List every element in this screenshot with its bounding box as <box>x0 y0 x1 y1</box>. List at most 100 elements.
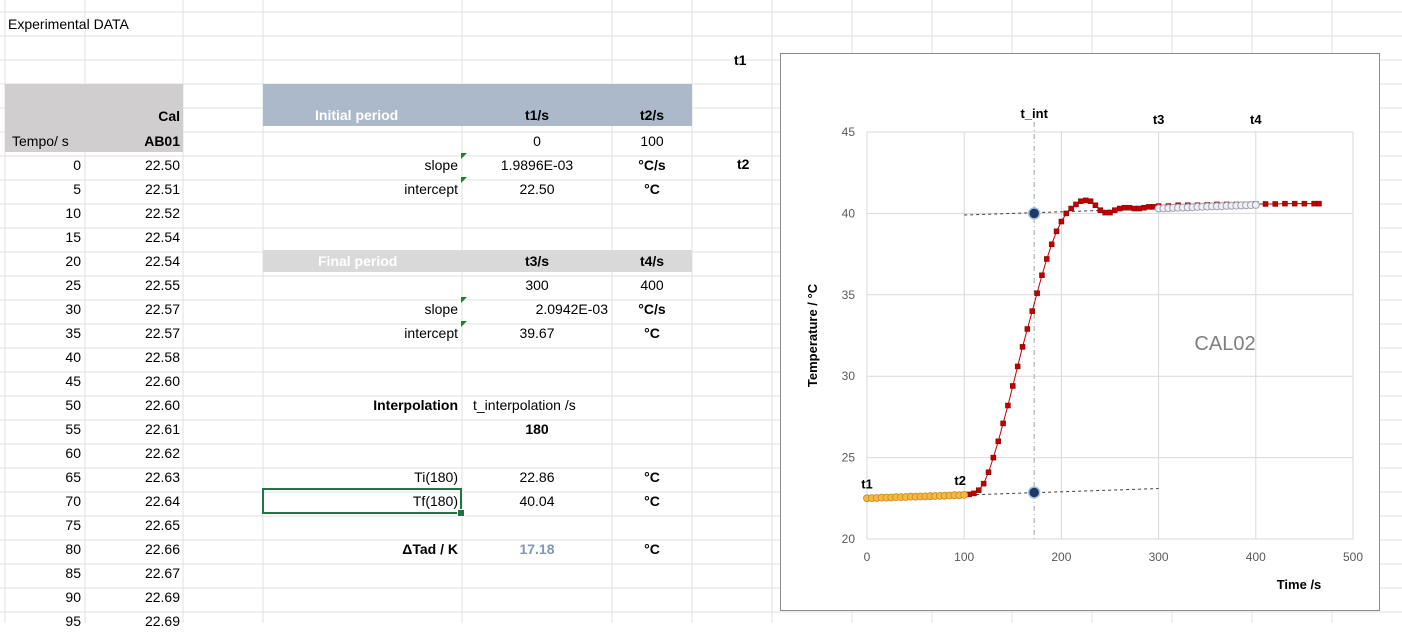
initial-t2-value[interactable]: 100 <box>640 133 664 149</box>
main-series-point <box>1272 201 1278 207</box>
table-cell-time[interactable]: 15 <box>65 229 81 245</box>
table-cell-temperature[interactable]: 22.69 <box>144 589 180 605</box>
table-cell-time[interactable]: 95 <box>65 613 81 629</box>
main-series-point <box>1019 344 1026 350</box>
final-intercept-label[interactable]: intercept <box>404 325 458 341</box>
t2-marker-label[interactable]: t2 <box>737 156 750 172</box>
final-t4-value[interactable]: 400 <box>640 277 664 293</box>
ti-unit[interactable]: °C <box>644 469 660 485</box>
main-series-point <box>1092 202 1099 209</box>
header-time[interactable]: Tempo/ s <box>12 133 69 149</box>
final-period-label[interactable]: Final period <box>318 253 398 269</box>
table-cell-time[interactable]: 80 <box>65 541 81 557</box>
table-cell-temperature[interactable]: 22.54 <box>144 229 180 245</box>
table-cell-temperature[interactable]: 22.60 <box>144 373 180 389</box>
interpolation-head[interactable]: t_interpolation /s <box>473 397 576 413</box>
initial-t1-head[interactable]: t1/s <box>524 107 550 123</box>
main-series-point <box>1282 200 1288 207</box>
table-cell-temperature[interactable]: 22.63 <box>144 469 180 485</box>
main-series-point <box>1058 218 1065 225</box>
x-tick-label: 300 <box>1149 550 1169 564</box>
dtad-unit[interactable]: °C <box>644 541 660 557</box>
header-cal[interactable]: Cal <box>158 108 180 124</box>
table-cell-temperature[interactable]: 22.69 <box>144 613 180 629</box>
final-intercept-value[interactable]: 39.67 <box>519 325 555 341</box>
initial-slope-unit[interactable]: °C/s <box>638 157 666 173</box>
main-series-point <box>1291 200 1298 207</box>
selected-cell[interactable] <box>262 488 462 514</box>
table-cell-temperature[interactable]: 22.62 <box>144 445 180 461</box>
table-cell-time[interactable]: 0 <box>73 157 81 173</box>
initial-period-label[interactable]: Initial period <box>315 107 399 123</box>
final-slope-unit[interactable]: °C/s <box>638 301 666 317</box>
ti-label[interactable]: Ti(180) <box>414 469 458 485</box>
table-cell-temperature[interactable]: 22.54 <box>144 253 180 269</box>
table-cell-temperature[interactable]: 22.66 <box>144 541 180 557</box>
ti-value[interactable]: 22.86 <box>519 469 555 485</box>
initial-intercept-label[interactable]: intercept <box>404 181 458 197</box>
main-series-point <box>1136 205 1142 212</box>
tf-label[interactable]: Tf(180) <box>412 493 458 509</box>
table-cell-time[interactable]: 70 <box>65 493 81 509</box>
tf-unit[interactable]: °C <box>644 493 660 509</box>
dtad-label[interactable]: ΔTad / K <box>402 541 458 557</box>
comment-indicator <box>461 177 467 183</box>
table-cell-temperature[interactable]: 22.55 <box>144 277 180 293</box>
initial-slope-label[interactable]: slope <box>424 157 458 173</box>
initial-slope-value[interactable]: 1.9896E-03 <box>500 157 574 173</box>
table-cell-time[interactable]: 10 <box>65 205 81 221</box>
x-tick-label: 200 <box>1051 550 1071 564</box>
header-sample[interactable]: AB01 <box>144 133 180 149</box>
table-cell-time[interactable]: 75 <box>65 517 81 533</box>
tf-value[interactable]: 40.04 <box>519 493 555 509</box>
initial-intercept-value[interactable]: 22.50 <box>519 181 555 197</box>
final-slope-label[interactable]: slope <box>424 301 458 317</box>
fit-line <box>964 488 1159 496</box>
table-cell-time[interactable]: 25 <box>65 277 81 293</box>
main-series-point <box>1112 207 1118 213</box>
table-cell-temperature[interactable]: 22.52 <box>144 205 180 221</box>
table-cell-temperature[interactable]: 22.61 <box>144 421 180 437</box>
fill-handle[interactable] <box>457 509 465 517</box>
temperature-chart[interactable]: 20 25 30 35 40 45 0 100 200 300 400 500 Temperature … <box>780 53 1380 611</box>
t1-marker-label[interactable]: t1 <box>734 52 747 68</box>
initial-intercept-unit[interactable]: °C <box>644 181 660 197</box>
dtad-value[interactable]: 17.18 <box>519 541 555 557</box>
x-axis-title: Time /s <box>1277 577 1322 592</box>
initial-t1-value[interactable]: 0 <box>533 133 541 149</box>
table-cell-time[interactable]: 30 <box>65 301 81 317</box>
x-tick-label: 0 <box>864 550 871 564</box>
main-series-point <box>1034 290 1040 296</box>
interpolation-label[interactable]: Interpolation <box>373 397 458 413</box>
table-cell-time[interactable]: 55 <box>65 421 81 437</box>
main-series-point <box>1073 201 1079 208</box>
table-cell-time[interactable]: 45 <box>65 373 81 389</box>
table-cell-time[interactable]: 5 <box>73 181 81 197</box>
table-cell-time[interactable]: 20 <box>65 253 81 269</box>
initial-t2-head[interactable]: t2/s <box>639 107 665 123</box>
table-cell-temperature[interactable]: 22.65 <box>144 517 180 533</box>
final-t4-head[interactable]: t4/s <box>639 253 665 269</box>
final-t3-value[interactable]: 300 <box>525 277 549 293</box>
table-cell-temperature[interactable]: 22.50 <box>144 157 180 173</box>
table-cell-temperature[interactable]: 22.60 <box>144 397 180 413</box>
interpolation-value[interactable]: 180 <box>525 421 549 437</box>
table-cell-temperature[interactable]: 22.57 <box>144 301 180 317</box>
final-slope-value[interactable]: 2.0942E-03 <box>535 301 608 317</box>
table-cell-temperature[interactable]: 22.64 <box>144 493 180 509</box>
table-cell-temperature[interactable]: 22.57 <box>144 325 180 341</box>
table-cell-time[interactable]: 65 <box>65 469 81 485</box>
table-cell-time[interactable]: 60 <box>65 445 81 461</box>
table-cell-temperature[interactable]: 22.58 <box>144 349 180 365</box>
final-t3-head[interactable]: t3/s <box>524 253 550 269</box>
table-cell-time[interactable]: 50 <box>65 397 81 413</box>
chart-marker-label: t1 <box>861 476 873 491</box>
final-intercept-unit[interactable]: °C <box>644 325 660 341</box>
table-cell-temperature[interactable]: 22.67 <box>144 565 180 581</box>
table-cell-temperature[interactable]: 22.51 <box>144 181 180 197</box>
table-cell-time[interactable]: 40 <box>65 349 81 365</box>
sheet-title[interactable]: Experimental DATA <box>8 16 129 32</box>
table-cell-time[interactable]: 90 <box>65 589 81 605</box>
table-cell-time[interactable]: 35 <box>65 325 81 341</box>
table-cell-time[interactable]: 85 <box>65 565 81 581</box>
